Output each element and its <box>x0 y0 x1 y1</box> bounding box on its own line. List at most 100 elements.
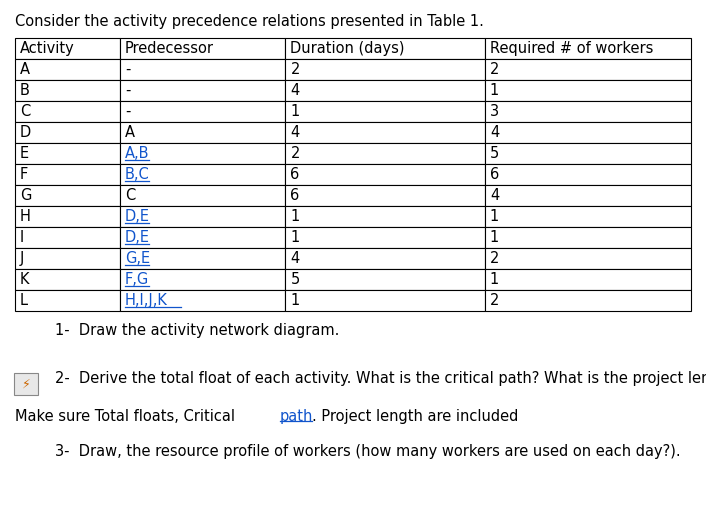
Text: 4: 4 <box>490 125 499 140</box>
Text: Predecessor: Predecessor <box>125 41 214 56</box>
Text: A: A <box>125 125 135 140</box>
Bar <box>485 248 691 269</box>
Text: F,G: F,G <box>125 272 149 287</box>
Bar <box>15 101 120 122</box>
Text: 5: 5 <box>490 146 499 161</box>
Bar <box>485 80 691 101</box>
Text: . Project length are included: . Project length are included <box>312 409 518 424</box>
Bar <box>285 164 485 185</box>
Bar <box>485 59 691 80</box>
Bar <box>285 269 485 290</box>
Bar <box>120 248 285 269</box>
Text: 1: 1 <box>290 230 299 245</box>
Bar <box>285 227 485 248</box>
Text: C: C <box>125 188 135 203</box>
Bar <box>15 206 120 227</box>
Bar <box>15 185 120 206</box>
Text: Duration (days): Duration (days) <box>290 41 405 56</box>
Text: B,C: B,C <box>125 167 150 182</box>
Bar <box>120 227 285 248</box>
Bar <box>285 38 485 59</box>
Text: G: G <box>20 188 31 203</box>
Bar <box>15 269 120 290</box>
Text: A: A <box>20 62 30 77</box>
Text: 2: 2 <box>490 251 499 266</box>
Text: ⚡: ⚡ <box>22 378 30 390</box>
Bar <box>285 101 485 122</box>
Text: A,B: A,B <box>125 146 149 161</box>
Bar <box>120 164 285 185</box>
Bar <box>15 59 120 80</box>
Bar <box>15 38 120 59</box>
Bar <box>120 59 285 80</box>
Text: 3: 3 <box>490 104 499 119</box>
Text: 1: 1 <box>290 293 299 308</box>
Bar <box>285 248 485 269</box>
Text: 1: 1 <box>490 209 499 224</box>
Text: 2: 2 <box>290 146 300 161</box>
Bar <box>15 143 120 164</box>
Text: 4: 4 <box>290 125 299 140</box>
Text: B: B <box>20 83 30 98</box>
Text: L: L <box>20 293 28 308</box>
Text: 6: 6 <box>490 167 499 182</box>
Bar <box>285 290 485 311</box>
Text: 1: 1 <box>290 209 299 224</box>
Text: 1-  Draw the activity network diagram.: 1- Draw the activity network diagram. <box>55 323 340 338</box>
Bar <box>120 290 285 311</box>
Bar <box>120 101 285 122</box>
Bar <box>120 143 285 164</box>
Text: -: - <box>125 104 130 119</box>
Text: D,E: D,E <box>125 209 150 224</box>
Text: 2: 2 <box>490 293 499 308</box>
Bar <box>485 227 691 248</box>
Text: 1: 1 <box>290 104 299 119</box>
Bar <box>485 38 691 59</box>
Bar <box>15 164 120 185</box>
Bar <box>285 80 485 101</box>
Bar <box>485 185 691 206</box>
Text: -: - <box>125 83 130 98</box>
Bar <box>485 143 691 164</box>
Text: E: E <box>20 146 29 161</box>
Text: 1: 1 <box>490 272 499 287</box>
Text: 2: 2 <box>490 62 499 77</box>
Text: G,E: G,E <box>125 251 150 266</box>
Bar <box>485 122 691 143</box>
Bar <box>485 269 691 290</box>
Text: D: D <box>20 125 31 140</box>
FancyBboxPatch shape <box>14 373 38 395</box>
Text: C: C <box>20 104 30 119</box>
Bar <box>15 290 120 311</box>
Text: path: path <box>280 409 313 424</box>
Bar <box>120 80 285 101</box>
Bar <box>485 290 691 311</box>
Bar <box>485 101 691 122</box>
Bar <box>485 206 691 227</box>
Bar <box>285 185 485 206</box>
Bar <box>120 206 285 227</box>
Text: I: I <box>20 230 24 245</box>
Text: K: K <box>20 272 30 287</box>
Bar <box>285 122 485 143</box>
Text: -: - <box>125 62 130 77</box>
Text: Make sure Total floats, Critical: Make sure Total floats, Critical <box>15 409 239 424</box>
Text: Consider the activity precedence relations presented in Table 1.: Consider the activity precedence relatio… <box>15 14 484 29</box>
Bar <box>285 206 485 227</box>
Text: 5: 5 <box>290 272 299 287</box>
Text: 1: 1 <box>490 83 499 98</box>
Bar <box>120 185 285 206</box>
Bar <box>15 80 120 101</box>
Text: 2: 2 <box>290 62 300 77</box>
Bar <box>120 38 285 59</box>
Text: 4: 4 <box>290 83 299 98</box>
Text: 4: 4 <box>490 188 499 203</box>
Text: 6: 6 <box>290 188 299 203</box>
Bar <box>120 269 285 290</box>
Text: Activity: Activity <box>20 41 75 56</box>
Bar <box>285 59 485 80</box>
Text: 4: 4 <box>290 251 299 266</box>
Text: 2-  Derive the total float of each activity. What is the critical path? What is : 2- Derive the total float of each activi… <box>55 371 706 386</box>
Text: 3-  Draw, the resource profile of workers (how many workers are used on each day: 3- Draw, the resource profile of workers… <box>55 444 681 459</box>
Text: D,E: D,E <box>125 230 150 245</box>
